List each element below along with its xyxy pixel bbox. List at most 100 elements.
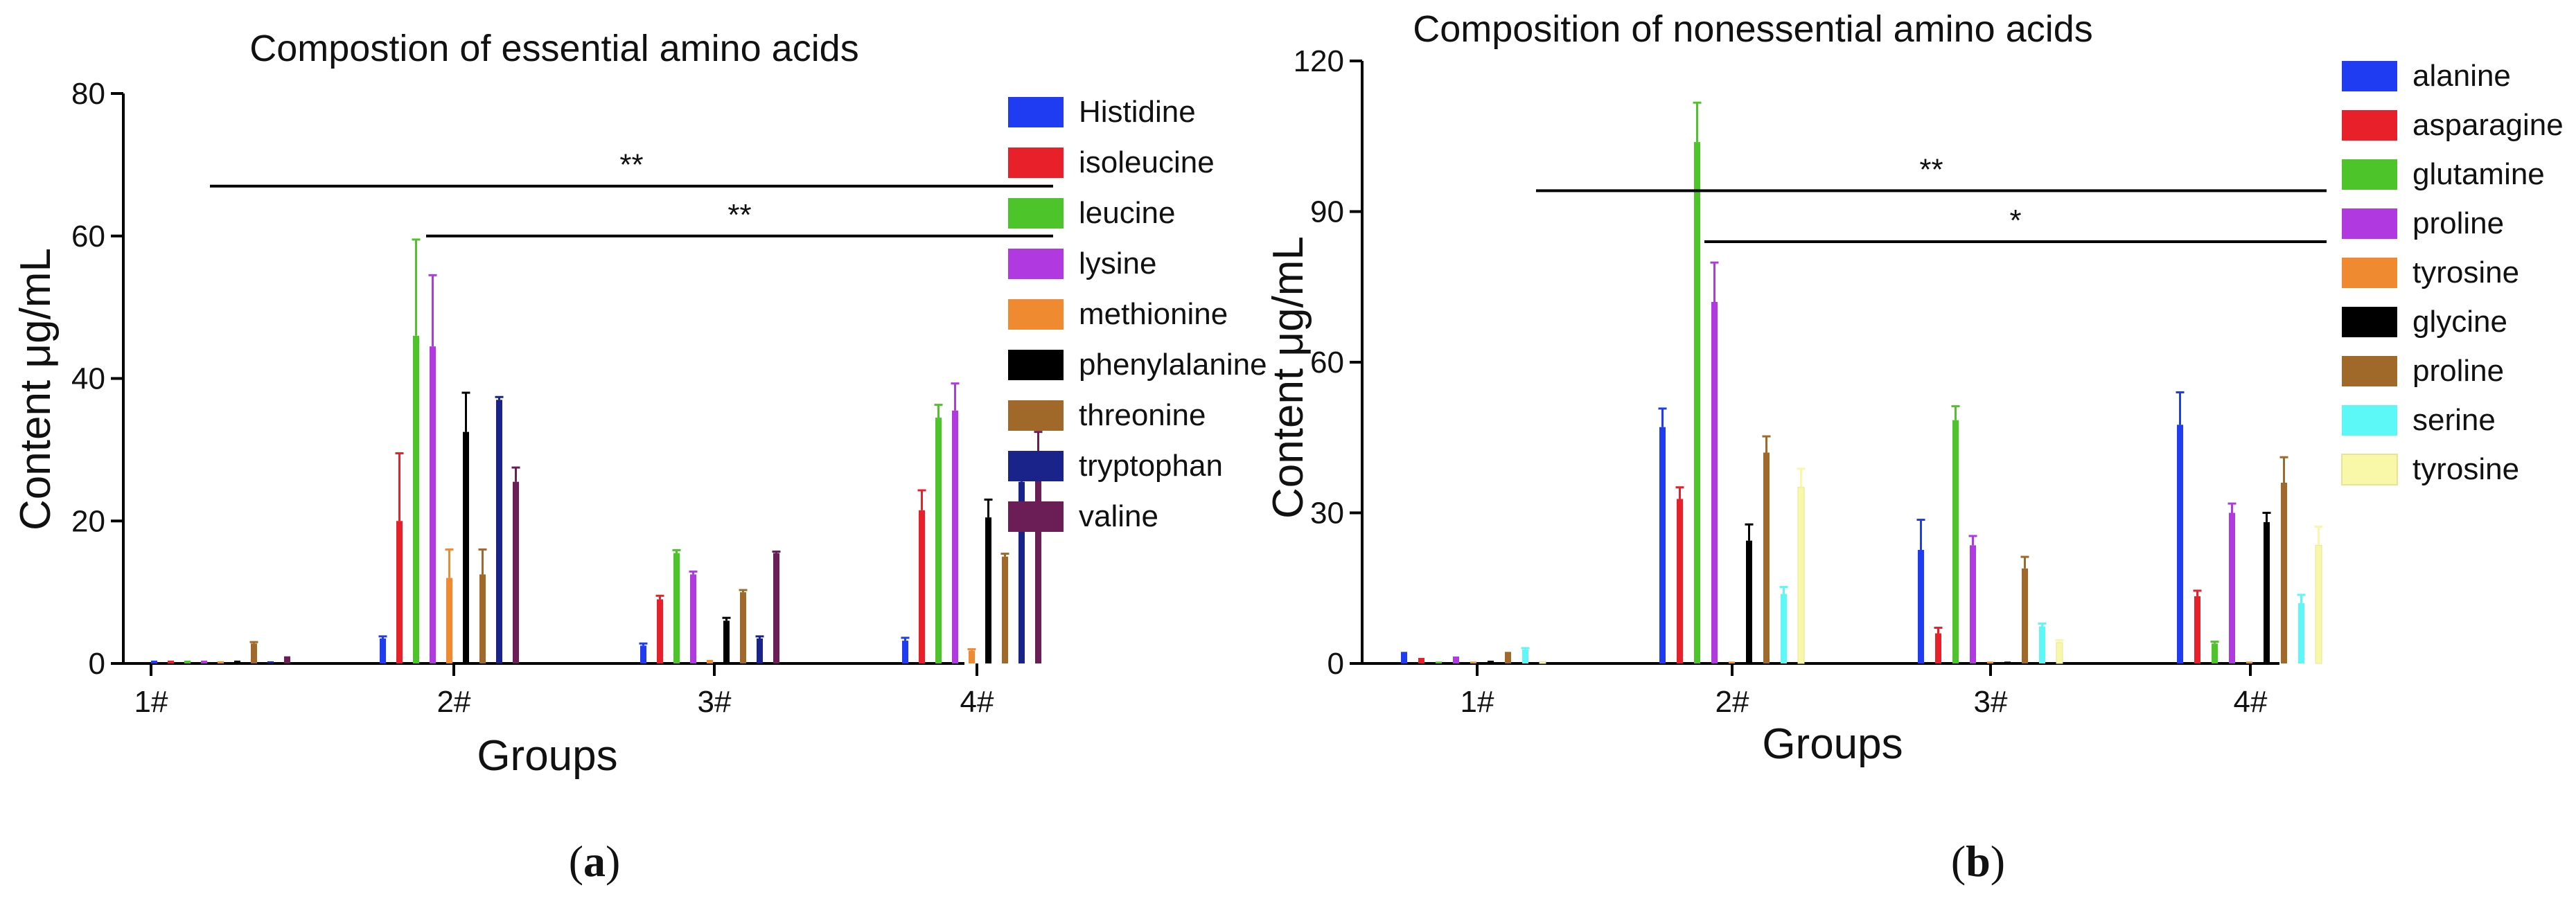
bar — [2315, 544, 2322, 664]
bar — [1729, 661, 1735, 663]
bar — [2039, 626, 2045, 663]
x-axis-label: Groups — [1762, 720, 1903, 768]
legend-swatch — [2341, 454, 2398, 485]
y-axis-label: Content μg/mL — [12, 248, 60, 530]
bar — [201, 660, 207, 663]
bar — [2229, 512, 2235, 663]
bar — [2264, 521, 2270, 663]
legend-label: lysine — [1079, 247, 1157, 280]
bar — [1002, 556, 1008, 663]
bar — [2298, 603, 2304, 663]
legend-label: serine — [2412, 403, 2496, 437]
chart-title: Composition of nonessential amino acids — [1413, 8, 2093, 50]
bar — [707, 659, 713, 663]
y-tick-label: 90 — [1310, 195, 1344, 229]
legend: Histidine isoleucine leucine lysine methioni… — [1008, 95, 1267, 533]
bar — [723, 621, 730, 663]
x-axis-label: Groups — [477, 732, 617, 780]
bar — [985, 517, 991, 663]
legend-label: tryptophan — [1079, 449, 1223, 483]
legend-label: phenylalanine — [1079, 348, 1267, 382]
x-tick-label: 3# — [698, 685, 732, 719]
x-tick-label: 1# — [1461, 685, 1494, 719]
bar — [463, 431, 469, 663]
legend-swatch — [1008, 198, 1064, 229]
y-tick-label: 120 — [1294, 44, 1344, 78]
bar — [513, 481, 519, 663]
legend-label: leucine — [1079, 196, 1175, 230]
bar — [1505, 652, 1511, 663]
x-tick-label: 2# — [437, 685, 471, 719]
x-tick-label: 1# — [134, 685, 168, 719]
panel-label: (b) — [1951, 837, 2005, 886]
y-tick-label: 80 — [71, 77, 105, 111]
bar — [2194, 596, 2200, 663]
bar — [969, 650, 975, 663]
bar — [1677, 499, 1683, 663]
legend-swatch — [2342, 307, 2397, 337]
bar — [1935, 633, 1941, 663]
bar — [952, 410, 958, 663]
bar — [1918, 550, 1924, 663]
bar — [1711, 302, 1718, 663]
bar — [168, 660, 174, 663]
legend-label: methionine — [1079, 297, 1228, 331]
bar — [1781, 594, 1787, 663]
x-tick-label: 4# — [2234, 685, 2268, 719]
legend-label: Histidine — [1079, 95, 1196, 129]
bar — [1418, 657, 1424, 663]
x-tick-label: 3# — [1974, 685, 2008, 719]
bar — [1522, 649, 1528, 663]
bar — [1488, 660, 1494, 663]
bar — [640, 645, 646, 663]
legend-label: tyrosine — [2412, 256, 2519, 289]
legend-label: alanine — [2412, 59, 2511, 93]
significance-label: ** — [727, 198, 751, 232]
y-tick-label: 60 — [1310, 346, 1344, 380]
y-tick-label: 0 — [1327, 647, 1344, 681]
legend-swatch — [1008, 350, 1064, 380]
legend-swatch — [2342, 258, 2397, 288]
bar — [673, 553, 680, 663]
bar — [1539, 661, 1546, 664]
legend-label: valine — [1079, 499, 1158, 533]
significance-label: * — [2009, 204, 2021, 238]
significance-label: ** — [1919, 152, 1943, 186]
legend-label: proline — [2412, 206, 2504, 240]
y-tick-label: 30 — [1310, 497, 1344, 530]
bar — [413, 335, 419, 663]
legend-label: glutamine — [2412, 157, 2545, 191]
bar — [690, 574, 696, 663]
bar — [1987, 661, 1993, 663]
bar — [935, 418, 942, 663]
legend-label: isoleucine — [1079, 145, 1215, 179]
y-tick-label: 0 — [89, 647, 105, 681]
legend-swatch — [2342, 110, 2397, 141]
significance-label: ** — [619, 148, 643, 182]
bar — [2212, 643, 2218, 663]
bar — [919, 510, 925, 663]
legend-swatch — [1008, 451, 1064, 481]
bar — [757, 638, 763, 663]
bar — [284, 656, 290, 663]
legend-swatch — [1008, 148, 1064, 178]
bar — [1453, 656, 1459, 663]
bar — [234, 660, 240, 663]
bar — [1952, 420, 1959, 663]
bar — [1659, 427, 1666, 663]
bar — [267, 661, 274, 663]
bar — [2056, 642, 2063, 664]
bar — [740, 592, 746, 663]
bar — [1035, 471, 1041, 663]
bar — [2022, 568, 2028, 663]
legend-swatch — [1008, 249, 1064, 279]
legend-swatch — [1008, 400, 1064, 431]
legend-swatch — [1008, 97, 1064, 127]
bar — [251, 643, 257, 663]
legend-swatch — [2342, 356, 2397, 386]
y-axis-label: Content μg/mL — [1264, 236, 1312, 519]
bar — [479, 574, 486, 663]
legend-label: proline — [2412, 354, 2504, 388]
bar — [446, 578, 452, 663]
